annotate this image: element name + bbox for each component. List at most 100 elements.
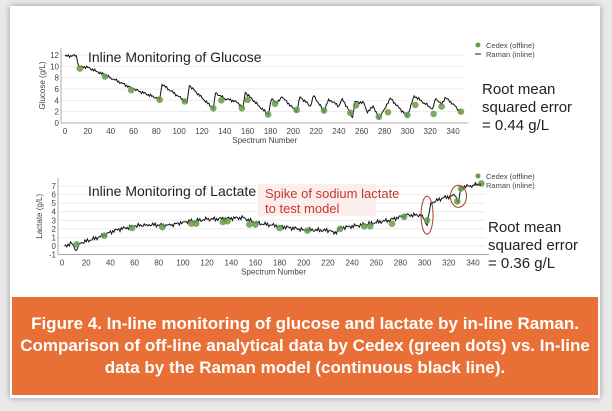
x-tick-label: 220 — [309, 127, 323, 136]
y-tick-label: 6 — [55, 85, 60, 94]
y-tick-label: -1 — [49, 251, 57, 260]
cedex-point — [453, 198, 461, 205]
y-tick-label: 3 — [52, 216, 57, 225]
cedex-point — [276, 224, 283, 232]
cedex-point — [400, 213, 408, 221]
x-tick-label: 260 — [355, 127, 369, 136]
legend-cedex-label: Cedex (offline) — [486, 41, 535, 50]
y-tick-label: 5 — [52, 199, 57, 208]
x-tick-label: 140 — [225, 259, 239, 268]
cedex-point — [252, 221, 259, 228]
cedex-point — [375, 113, 383, 121]
x-tick-label: 120 — [195, 127, 209, 136]
cedex-point — [366, 222, 374, 230]
x-tick-label: 180 — [273, 259, 287, 268]
x-tick-label: 200 — [287, 127, 301, 136]
legend-cedex-marker — [475, 42, 481, 48]
y-tick-label: 2 — [52, 225, 57, 234]
rmse-text: = 0.44 g/L — [482, 117, 549, 134]
legend-cedex-label: Cedex (offline) — [486, 172, 535, 181]
cedex-point — [360, 222, 368, 230]
legend-raman-label: Raman (inline) — [486, 181, 535, 190]
rmse-text: = 0.36 g/L — [488, 255, 555, 272]
y-tick-label: 0 — [52, 242, 57, 251]
cedex-point — [156, 96, 164, 104]
cedex-point — [352, 102, 360, 109]
x-tick-label: 240 — [345, 259, 359, 268]
cedex-point — [320, 107, 328, 114]
cedex-point — [346, 109, 354, 117]
cedex-point — [430, 110, 437, 118]
cedex-point — [304, 227, 311, 234]
x-tick-label: 320 — [423, 127, 437, 136]
x-axis-label: Spectrum Number — [241, 268, 306, 277]
cedex-point — [238, 104, 246, 112]
y-tick-label: 4 — [52, 208, 57, 217]
y-tick-label: 7 — [52, 182, 57, 191]
x-tick-label: 240 — [332, 127, 346, 136]
x-tick-label: 100 — [176, 259, 190, 268]
annotation-ellipse — [449, 184, 467, 208]
cedex-point — [192, 220, 200, 228]
x-tick-label: 40 — [106, 259, 115, 268]
cedex-point — [188, 220, 195, 228]
x-tick-label: 260 — [370, 259, 384, 268]
cedex-point — [76, 65, 84, 72]
y-axis-label: Glucose (g/L) — [38, 61, 47, 109]
cedex-point — [128, 224, 136, 232]
cedex-point — [478, 180, 485, 187]
x-axis-label: Spectrum Number — [232, 136, 297, 145]
cedex-point — [159, 223, 166, 231]
y-axis-label: Lactate (g/L) — [35, 193, 44, 238]
figure-caption: Figure 4. In-line monitoring of glucose … — [12, 297, 598, 395]
legend-raman-label: Raman (inline) — [486, 50, 535, 59]
rmse-text: Root mean — [482, 81, 555, 98]
x-tick-label: 60 — [129, 127, 138, 136]
cedex-point — [384, 108, 392, 116]
cedex-point — [101, 232, 108, 240]
x-tick-label: 0 — [60, 259, 65, 268]
x-tick-label: 140 — [218, 127, 232, 136]
x-tick-label: 200 — [297, 259, 311, 268]
x-tick-label: 280 — [394, 259, 408, 268]
y-tick-label: 6 — [52, 191, 57, 200]
chart-title: Inline Monitoring of Lactate — [88, 183, 256, 199]
cedex-point — [73, 240, 80, 248]
y-tick-label: 2 — [55, 108, 60, 117]
rmse-text: Root mean — [488, 219, 561, 236]
rmse-text: squared error — [488, 237, 578, 254]
x-tick-label: 280 — [378, 127, 392, 136]
y-tick-label: 4 — [55, 96, 60, 105]
legend-cedex-marker — [475, 173, 481, 179]
x-tick-label: 340 — [446, 127, 460, 136]
y-tick-label: 0 — [55, 119, 60, 128]
cedex-point — [412, 101, 419, 109]
cedex-point — [101, 73, 109, 80]
x-tick-label: 20 — [83, 127, 92, 136]
x-tick-label: 80 — [154, 259, 163, 268]
cedex-point — [438, 103, 445, 110]
x-tick-label: 60 — [130, 259, 139, 268]
cedex-point — [224, 217, 231, 225]
cedex-point — [271, 100, 279, 108]
x-tick-label: 20 — [82, 259, 91, 268]
cedex-point — [244, 96, 251, 104]
x-tick-label: 340 — [466, 259, 480, 268]
cedex-point — [388, 220, 396, 228]
x-tick-label: 320 — [442, 259, 456, 268]
x-tick-label: 0 — [63, 127, 68, 136]
cedex-point — [423, 216, 431, 224]
cedex-point — [210, 104, 217, 112]
annotation-text: Spike of sodium lactate — [265, 186, 399, 201]
x-tick-label: 180 — [264, 127, 278, 136]
cedex-point — [264, 111, 272, 118]
cedex-point — [457, 108, 465, 115]
cedex-point — [293, 106, 300, 114]
annotation-text: to test model — [265, 201, 340, 216]
annotation-highlight — [258, 184, 376, 216]
cedex-point — [404, 111, 411, 119]
cedex-point — [246, 221, 253, 228]
y-tick-label: 10 — [50, 62, 59, 71]
cedex-point — [336, 225, 344, 233]
chart-title: Inline Monitoring of Glucose — [88, 49, 262, 65]
